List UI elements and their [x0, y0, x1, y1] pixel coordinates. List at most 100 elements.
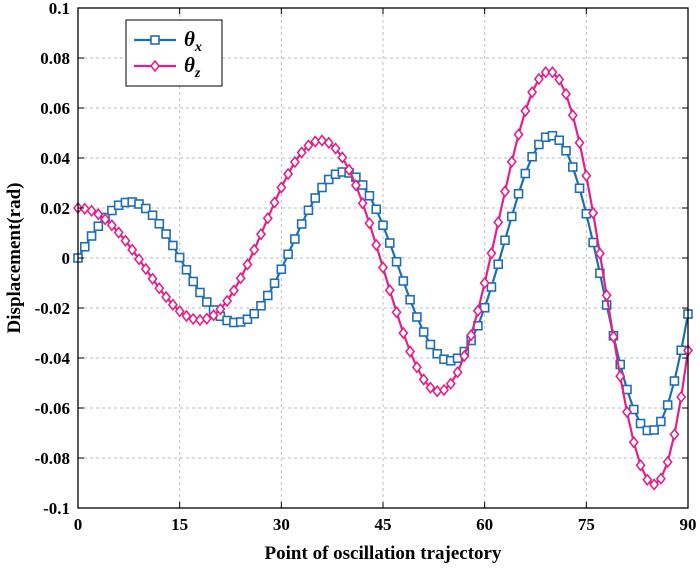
data-point-theta-x [384, 238, 395, 248]
data-point-theta-z [540, 65, 551, 79]
data-point-theta-x [378, 220, 388, 231]
data-point-theta-z [405, 345, 416, 358]
series-theta-z [72, 65, 694, 491]
data-point-theta-x [561, 145, 571, 156]
y-tick-label: 0.06 [40, 99, 70, 118]
data-point-theta-x [500, 235, 510, 246]
y-tick-label: 0.08 [40, 49, 70, 68]
data-point-theta-x [554, 135, 565, 146]
legend-item-theta-z: θz [134, 53, 201, 81]
data-point-theta-z [398, 326, 409, 340]
data-point-theta-z [100, 212, 111, 226]
data-point-theta-x [662, 400, 673, 410]
x-tick-label: 60 [476, 515, 493, 534]
data-point-theta-x [269, 278, 280, 289]
y-tick-label: 0.02 [40, 199, 70, 218]
data-point-theta-x [147, 210, 158, 221]
data-point-theta-x [398, 276, 409, 286]
data-point-theta-x [283, 249, 293, 260]
data-point-theta-x [635, 418, 646, 429]
data-point-theta-z [438, 383, 450, 397]
data-point-theta-x [649, 425, 659, 435]
data-point-theta-z [608, 330, 619, 344]
data-point-theta-x [249, 308, 260, 319]
data-point-theta-x [323, 174, 334, 185]
data-point-theta-z [113, 226, 124, 239]
data-point-theta-z [615, 369, 626, 383]
data-point-theta-z [649, 478, 660, 491]
data-point-theta-x [154, 218, 165, 229]
legend-marker-theta-x [150, 35, 160, 45]
legend-label-subscript: z [194, 66, 201, 81]
data-point-theta-x [506, 211, 517, 222]
data-point-theta-z [133, 252, 145, 266]
data-point-theta-x [262, 290, 273, 301]
data-point-theta-z [337, 151, 348, 164]
x-axis-label: Point of oscillation trajectory [265, 543, 502, 564]
data-point-theta-x [364, 190, 375, 201]
data-point-theta-z [215, 302, 226, 316]
data-point-theta-z [472, 304, 483, 318]
legend-label-symbol: θ [184, 53, 195, 77]
data-point-theta-z [188, 312, 199, 326]
data-point-theta-z [79, 202, 90, 216]
data-point-theta-z [621, 405, 633, 419]
data-point-theta-x [567, 162, 578, 172]
data-point-theta-x [669, 376, 680, 386]
series-theta-x [73, 130, 693, 436]
data-point-theta-z [418, 373, 429, 386]
data-point-theta-x [140, 203, 151, 214]
data-point-theta-z [574, 136, 585, 150]
legend-label-subscript: x [194, 40, 202, 55]
data-point-theta-x [107, 205, 117, 216]
data-point-theta-z [506, 155, 517, 169]
y-tick-label: 0.04 [40, 149, 70, 168]
data-point-theta-x [86, 231, 97, 241]
data-point-theta-z [262, 211, 273, 225]
data-point-theta-z [452, 365, 463, 379]
data-point-theta-z [581, 169, 592, 183]
data-point-theta-z [499, 185, 511, 198]
x-tick-label: 0 [74, 515, 83, 534]
data-point-theta-z [127, 243, 138, 257]
x-tick-label: 45 [375, 515, 392, 534]
data-point-theta-z [594, 247, 605, 260]
x-tick-label: 90 [680, 515, 697, 534]
data-point-theta-x [79, 241, 90, 252]
data-point-theta-z [391, 305, 402, 319]
data-point-theta-x [181, 264, 192, 275]
data-point-theta-z [377, 261, 389, 274]
data-point-theta-z [330, 142, 341, 155]
y-tick-label: -0.02 [35, 299, 70, 318]
data-point-theta-z [560, 87, 572, 101]
data-point-theta-x [574, 183, 585, 194]
data-point-theta-z [174, 304, 185, 318]
data-point-theta-x [168, 240, 178, 251]
data-point-theta-z [283, 167, 294, 181]
data-point-theta-z [140, 262, 151, 276]
legend-label-theta-z: θz [184, 53, 201, 81]
data-point-theta-x [188, 276, 199, 287]
data-point-theta-x [290, 234, 300, 244]
data-point-theta-z [154, 281, 165, 295]
data-point-theta-z [466, 328, 477, 342]
data-point-theta-z [676, 390, 687, 404]
data-point-theta-z [527, 85, 538, 99]
data-point-theta-z [411, 360, 422, 374]
data-point-theta-x [161, 229, 171, 239]
data-point-theta-x [513, 188, 524, 199]
data-point-theta-z [635, 458, 646, 472]
data-point-theta-x [195, 287, 205, 298]
data-point-theta-z [513, 128, 524, 141]
data-point-theta-z [567, 108, 578, 122]
data-point-theta-z [628, 435, 639, 449]
y-tick-label: 0.1 [49, 0, 70, 18]
data-point-theta-z [147, 272, 158, 286]
y-axis-label: Displacement(rad) [4, 183, 25, 334]
data-point-theta-x [520, 168, 531, 179]
data-point-theta-z [93, 207, 104, 221]
data-point-theta-z [235, 271, 246, 285]
data-point-theta-x [588, 237, 598, 248]
